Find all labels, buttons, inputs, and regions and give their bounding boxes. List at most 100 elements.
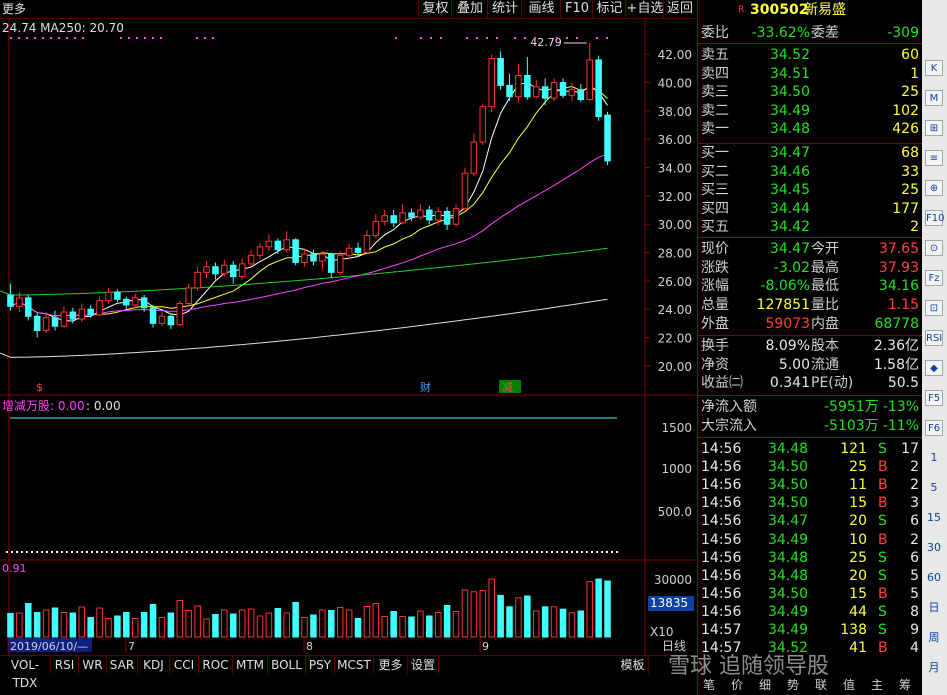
candle-body[interactable]: [283, 239, 290, 251]
candle-body[interactable]: [399, 212, 406, 224]
candle-body[interactable]: [96, 300, 103, 316]
asks-row[interactable]: 卖一 34.48 426: [698, 120, 923, 138]
candle-body[interactable]: [229, 264, 237, 278]
toolbar-button-5[interactable]: 标记: [592, 0, 626, 18]
side-tool-icon-9[interactable]: RSI: [925, 330, 943, 346]
side-tool-icon-5[interactable]: F10: [925, 210, 944, 226]
candle-body[interactable]: [488, 57, 495, 108]
side-tool-icon-15[interactable]: 15: [927, 511, 941, 524]
candle-body[interactable]: [203, 266, 210, 273]
candle-body[interactable]: [319, 253, 326, 262]
candle-body[interactable]: [16, 297, 23, 307]
indicator-tab-12[interactable]: 设置: [408, 656, 439, 674]
candle-body[interactable]: [185, 287, 192, 305]
side-tool-icon-18[interactable]: 日: [928, 601, 940, 614]
candle-body[interactable]: [381, 215, 389, 222]
side-tool-icon-19[interactable]: 周: [928, 631, 940, 644]
candle-body[interactable]: [33, 315, 41, 331]
toolbar-button-4[interactable]: F10: [560, 0, 593, 18]
candle-body[interactable]: [541, 86, 549, 99]
flow-row[interactable]: 大宗流入 -5103万 -11%: [698, 417, 923, 435]
indicator-tab-2[interactable]: WR: [79, 656, 107, 674]
candle-body[interactable]: [256, 246, 264, 256]
candle-body[interactable]: [328, 253, 335, 273]
candle-body[interactable]: [78, 308, 86, 320]
candle-body[interactable]: [568, 89, 576, 96]
side-tool-icon-4[interactable]: ⊕: [925, 180, 943, 196]
side-tool-icon-3[interactable]: ≡: [925, 150, 943, 166]
indicator-tab-11[interactable]: 更多: [374, 656, 408, 674]
candle-body[interactable]: [577, 89, 585, 101]
candle-body[interactable]: [461, 172, 469, 210]
candle-body[interactable]: [123, 298, 130, 306]
side-tool-icon-14[interactable]: 5: [930, 481, 938, 494]
bids-row[interactable]: 买二 34.46 33: [698, 163, 923, 181]
candle-body[interactable]: [532, 86, 540, 98]
candle-body[interactable]: [550, 82, 558, 99]
tick-row[interactable]: 14:57 34.52 41 B 4: [698, 639, 923, 657]
tick-row[interactable]: 14:56 34.50 15 B 5: [698, 585, 923, 603]
side-tool-icon-11[interactable]: F5: [925, 390, 943, 406]
candle-body[interactable]: [25, 297, 32, 317]
side-tool-icon-2[interactable]: ⊞: [925, 120, 943, 136]
detail-tab-1[interactable]: 价: [731, 678, 744, 692]
candle-body[interactable]: [42, 317, 50, 331]
candle-body[interactable]: [497, 57, 504, 86]
toolbar-button-0[interactable]: 复权: [418, 0, 452, 18]
candle-body[interactable]: [140, 297, 148, 309]
detail-tab-4[interactable]: 联: [815, 678, 828, 692]
candle-body[interactable]: [131, 297, 139, 306]
candle-body[interactable]: [586, 59, 593, 101]
reduce-marker[interactable]: 减: [502, 381, 513, 394]
side-tool-icon-20[interactable]: 月: [928, 661, 940, 674]
candle-body[interactable]: [515, 74, 522, 98]
side-tool-icon-8[interactable]: ⊡: [925, 300, 943, 316]
tick-row[interactable]: 14:56 34.49 10 B 2: [698, 531, 923, 549]
candle-body[interactable]: [426, 209, 433, 221]
candle-body[interactable]: [51, 317, 59, 327]
indicator-tab-7[interactable]: MTM: [233, 656, 268, 674]
tick-row[interactable]: 14:56 34.50 11 B 2: [698, 476, 923, 494]
asks-row[interactable]: 卖四 34.51 1: [698, 65, 923, 83]
detail-tab-5[interactable]: 值: [843, 678, 856, 692]
candle-body[interactable]: [114, 291, 121, 300]
candle-body[interactable]: [7, 294, 14, 307]
detail-tab-7[interactable]: 筹: [899, 678, 912, 692]
candle-body[interactable]: [310, 253, 317, 262]
bids-row[interactable]: 买五 34.42 2: [698, 218, 923, 236]
detail-tab-3[interactable]: 势: [787, 678, 800, 692]
candle-body[interactable]: [247, 254, 255, 265]
side-tool-icon-1[interactable]: M: [925, 90, 943, 106]
candle-body[interactable]: [372, 220, 380, 237]
side-tool-icon-10[interactable]: ◆: [925, 360, 943, 376]
candle-body[interactable]: [69, 311, 77, 320]
indicator-tab-4[interactable]: KDJ: [138, 656, 170, 674]
candle-body[interactable]: [292, 239, 299, 263]
detail-tab-2[interactable]: 细: [759, 678, 772, 692]
candle-body[interactable]: [345, 247, 353, 256]
asks-row[interactable]: 卖五 34.52 60: [698, 46, 923, 64]
toolbar-button-6[interactable]: +自选: [625, 0, 664, 18]
period-label[interactable]: 日线: [662, 639, 686, 653]
bids-row[interactable]: 买四 34.44 177: [698, 200, 923, 218]
candle-body[interactable]: [417, 209, 424, 218]
candle-body[interactable]: [595, 59, 602, 118]
detail-tab-6[interactable]: 主: [871, 678, 884, 692]
candle-body[interactable]: [408, 212, 415, 218]
detail-tab-0[interactable]: 笔: [703, 678, 716, 692]
candle-body[interactable]: [274, 240, 282, 251]
candle-body[interactable]: [167, 315, 175, 326]
candle-body[interactable]: [524, 74, 531, 98]
side-tool-icon-7[interactable]: Fz: [925, 270, 943, 286]
indicator-tab-9[interactable]: PSY: [306, 656, 335, 674]
candle-body[interactable]: [238, 263, 246, 278]
candle-body[interactable]: [390, 215, 397, 224]
tick-row[interactable]: 14:56 34.47 20 S 6: [698, 512, 923, 530]
candle-body[interactable]: [559, 82, 567, 96]
toolbar-button-7[interactable]: 返回: [663, 0, 696, 18]
candle-body[interactable]: [443, 210, 451, 225]
more-menu[interactable]: 更多: [2, 2, 27, 16]
side-tool-icon-17[interactable]: 60: [927, 571, 941, 584]
flow-row[interactable]: 净流入额 -5951万 -13%: [698, 398, 923, 416]
indicator-tab-13[interactable]: 模板: [617, 656, 649, 674]
